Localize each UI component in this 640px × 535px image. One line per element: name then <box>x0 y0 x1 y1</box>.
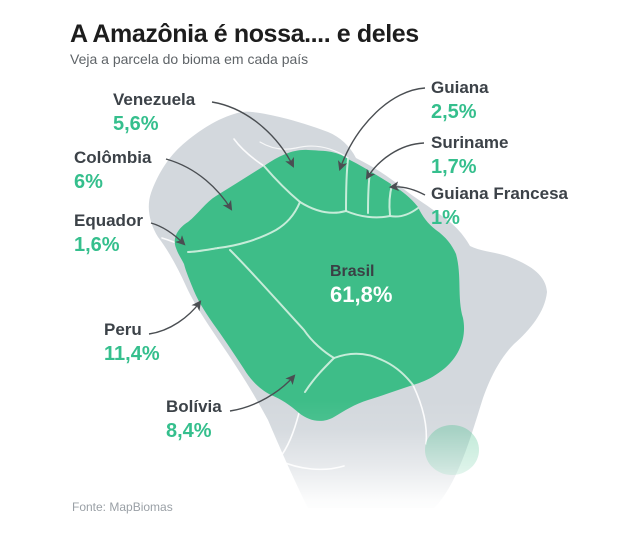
country-share: 61,8% <box>330 281 393 307</box>
page-subtitle: Veja a parcela do bioma em cada país <box>70 51 309 67</box>
country-share: 11,4% <box>104 342 160 365</box>
label-suriname: Suriname 1,7% <box>431 133 509 178</box>
label-colombia: Colômbia 6% <box>74 148 152 193</box>
country-share: 6% <box>74 170 103 193</box>
label-guiana-francesa: Guiana Francesa 1% <box>431 184 569 229</box>
country-share: 1,7% <box>431 155 477 178</box>
label-equador: Equador 1,6% <box>74 211 143 256</box>
country-name: Equador <box>74 211 143 230</box>
arrow-venezuela <box>211 101 294 168</box>
border-line <box>233 138 265 167</box>
country-name: Guiana <box>431 78 489 97</box>
label-guiana: Guiana 2,5% <box>431 78 489 123</box>
amazon-biome-shape <box>174 149 465 421</box>
country-name: Colômbia <box>74 148 152 167</box>
arrow-suriname <box>365 142 425 180</box>
country-name: Brasil <box>330 263 375 280</box>
arrow-guiana <box>337 87 426 171</box>
country-name: Venezuela <box>113 90 196 109</box>
border-line <box>217 201 301 249</box>
label-bolivia: Bolívia 8,4% <box>166 397 222 442</box>
arrow-bolivia <box>229 374 296 412</box>
country-name: Guiana Francesa <box>431 184 569 203</box>
border-line <box>187 247 219 253</box>
label-brasil: Brasil 61,8% <box>330 263 392 307</box>
source-note: Fonte: MapBiomas <box>72 500 173 514</box>
border-line <box>345 158 349 212</box>
map-bottom-fade <box>120 400 590 518</box>
border-line <box>229 249 335 359</box>
arrow-peru <box>148 300 202 335</box>
border-line <box>333 352 414 386</box>
label-peru: Peru 11,4% <box>104 320 160 365</box>
border-line <box>389 207 419 218</box>
arrow-colombia <box>165 158 233 211</box>
border-line <box>299 201 347 214</box>
country-share: 8,4% <box>166 419 212 442</box>
country-name: Suriname <box>431 133 509 152</box>
country-name: Bolívia <box>166 397 222 416</box>
river-line <box>259 141 349 159</box>
arrow-equador <box>150 222 186 246</box>
arrow-guiana-francesa <box>388 181 426 196</box>
country-share: 1% <box>431 206 460 229</box>
country-name: Peru <box>104 320 142 339</box>
country-share: 5,6% <box>113 112 159 135</box>
border-line <box>263 165 301 203</box>
border-line <box>304 357 335 393</box>
label-venezuela: Venezuela 5,6% <box>113 90 196 135</box>
border-line <box>345 210 391 219</box>
page-title: A Amazônia é nossa.... e deles <box>70 20 419 48</box>
country-share: 1,6% <box>74 233 120 256</box>
country-share: 2,5% <box>431 100 477 123</box>
